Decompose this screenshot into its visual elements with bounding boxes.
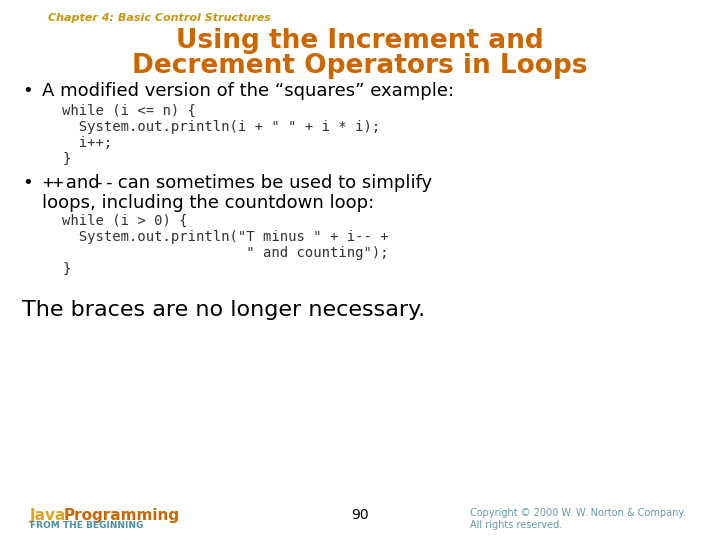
Text: and: and <box>60 174 105 192</box>
Text: while (i > 0) {: while (i > 0) { <box>62 214 188 228</box>
Text: A modified version of the “squares” example:: A modified version of the “squares” exam… <box>42 82 454 100</box>
Text: FROM THE BEGINNING: FROM THE BEGINNING <box>30 521 143 530</box>
Text: can sometimes be used to simplify: can sometimes be used to simplify <box>112 174 432 192</box>
Text: Using the Increment and: Using the Increment and <box>176 28 544 54</box>
Text: Programming: Programming <box>64 508 180 523</box>
Text: Chapter 4: Basic Control Structures: Chapter 4: Basic Control Structures <box>48 13 271 23</box>
Text: Java: Java <box>30 508 66 523</box>
Text: 90: 90 <box>351 508 369 522</box>
Text: i++;: i++; <box>62 136 112 150</box>
Text: Copyright © 2000 W. W. Norton & Company.
All rights reserved.: Copyright © 2000 W. W. Norton & Company.… <box>470 508 685 530</box>
Text: •: • <box>22 174 32 192</box>
Text: while (i <= n) {: while (i <= n) { <box>62 104 196 118</box>
Text: System.out.println("T minus " + i-- +: System.out.println("T minus " + i-- + <box>62 230 389 244</box>
Text: Decrement Operators in Loops: Decrement Operators in Loops <box>132 53 588 79</box>
Text: ++: ++ <box>42 174 64 192</box>
Text: }: } <box>62 262 71 276</box>
Text: }: } <box>62 152 71 166</box>
Text: •: • <box>22 82 32 100</box>
Text: System.out.println(i + " " + i * i);: System.out.println(i + " " + i * i); <box>62 120 380 134</box>
Text: loops, including the countdown loop:: loops, including the countdown loop: <box>42 194 374 212</box>
Text: --: -- <box>94 174 116 192</box>
Text: The braces are no longer necessary.: The braces are no longer necessary. <box>22 300 425 320</box>
Text: " and counting");: " and counting"); <box>62 246 389 260</box>
